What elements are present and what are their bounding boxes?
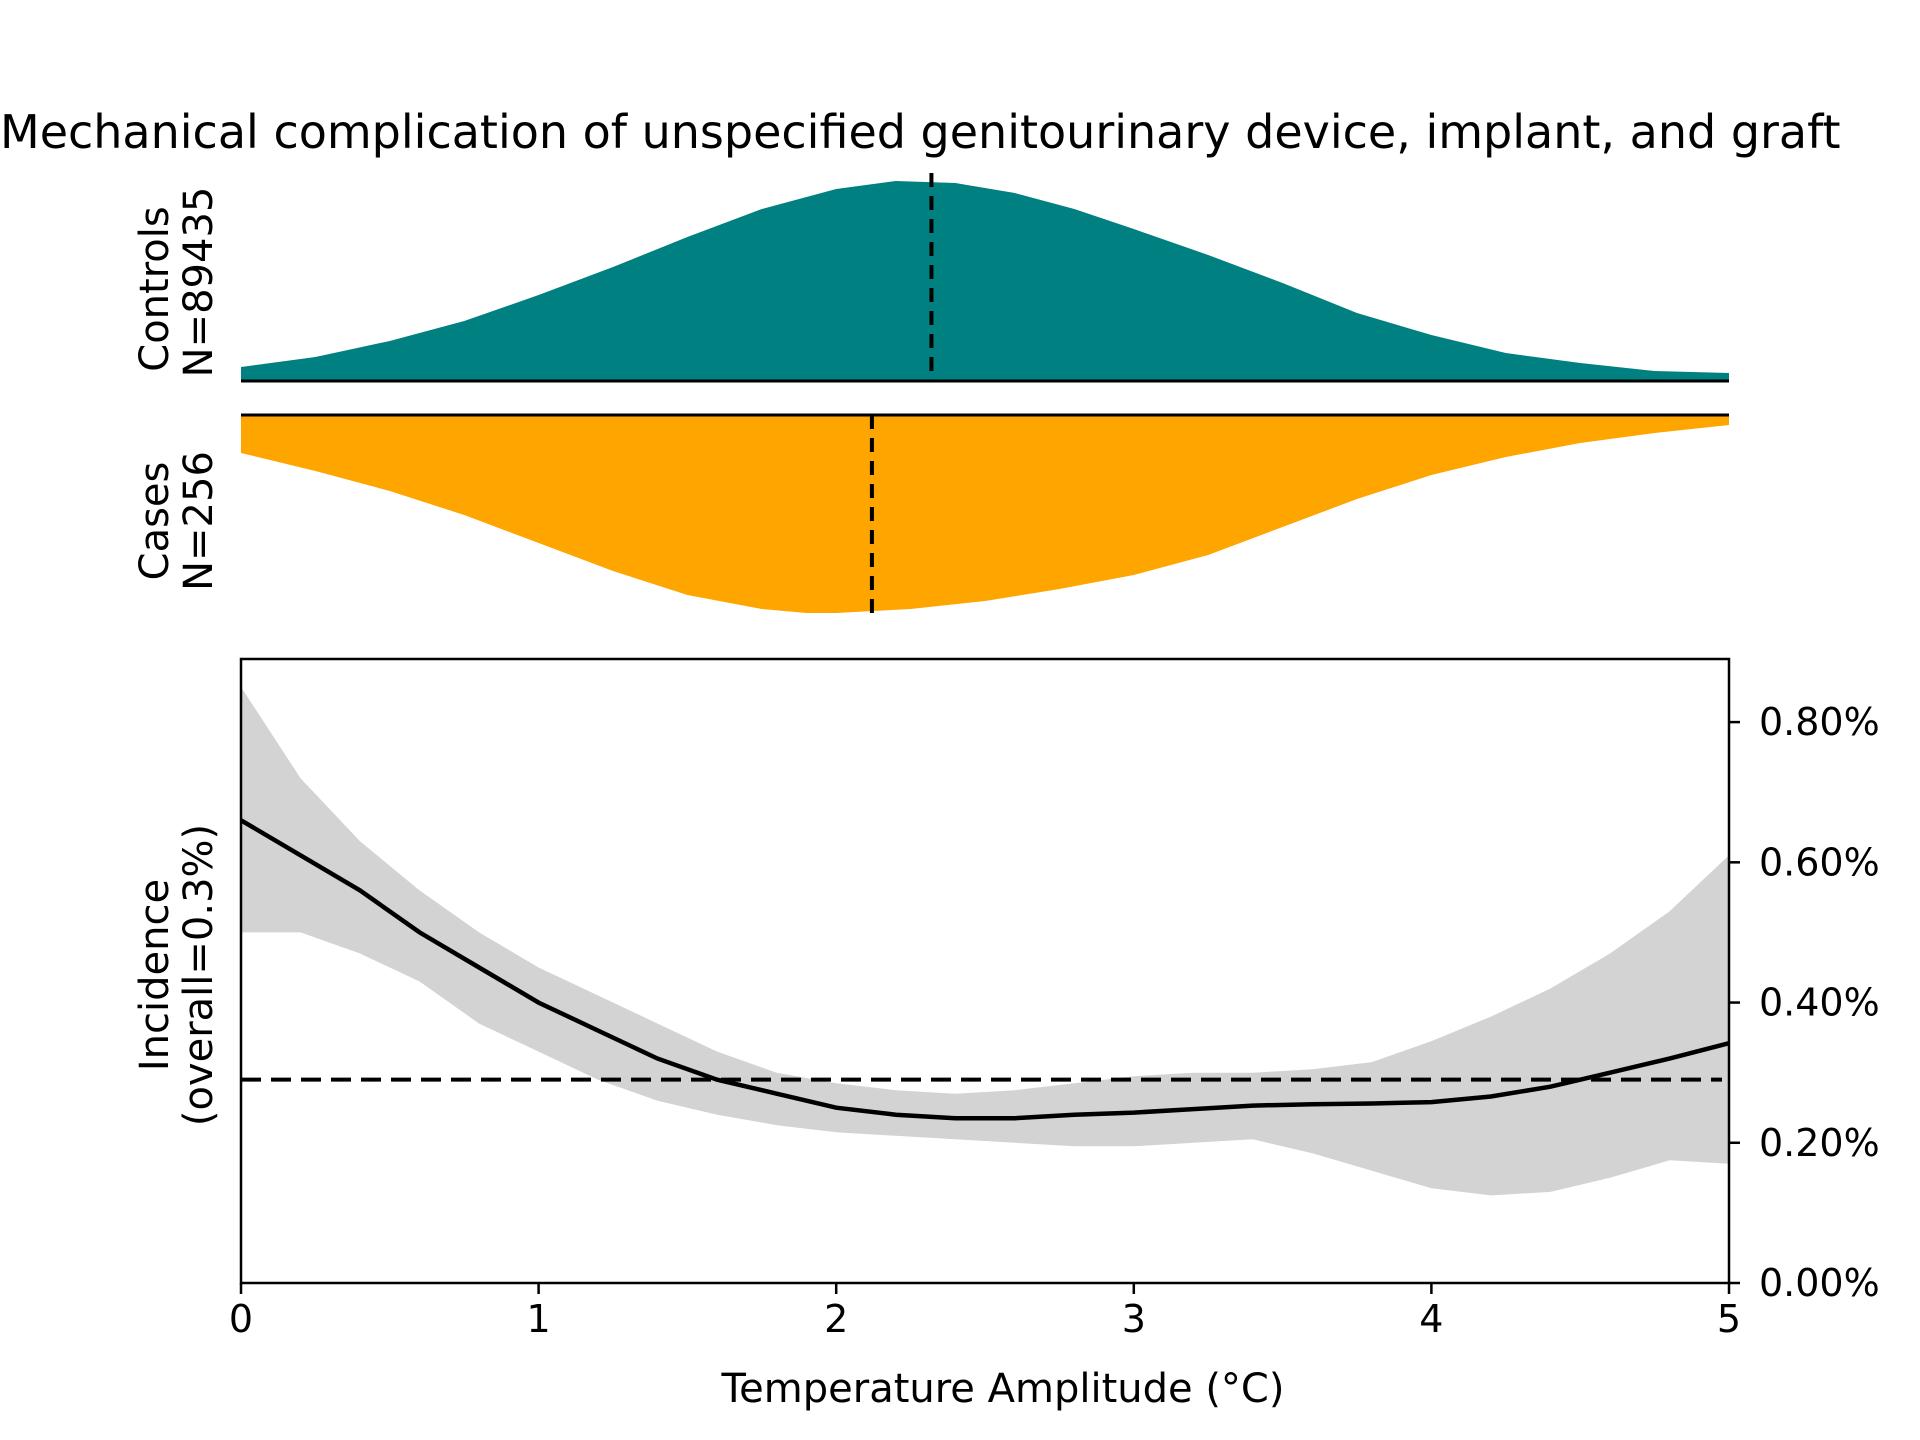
x-tick-label: 1 (527, 1297, 551, 1341)
controls-panel: Controls N=89435 (132, 173, 1729, 383)
incidence-ylabel: Incidence (132, 879, 178, 1071)
y-tick-label: 0.00% (1759, 1261, 1880, 1305)
incidence-ylabel-overall: (overall=0.3%) (176, 824, 222, 1126)
chart-title: Mechanical complication of unspecified g… (0, 105, 1841, 159)
x-axis-label: Temperature Amplitude (°C) (721, 1366, 1285, 1412)
x-tick-label: 5 (1717, 1297, 1741, 1341)
cases-density-area (241, 415, 1729, 613)
y-tick-label: 0.40% (1759, 981, 1880, 1025)
plot-frame (239, 657, 1731, 1285)
y-axis-right: 0.00% 0.20% 0.40% 0.60% 0.80% (1729, 700, 1880, 1305)
x-tick-label: 2 (824, 1297, 848, 1341)
x-tick-label: 3 (1122, 1297, 1146, 1341)
controls-count: N=89435 (176, 187, 222, 378)
incidence-curve (239, 818, 1730, 1121)
x-tick-label: 0 (229, 1297, 253, 1341)
x-axis: 0 1 2 3 4 5 (229, 1283, 1741, 1341)
controls-label: Controls (132, 206, 178, 371)
controls-density-area (241, 181, 1729, 381)
y-tick-label: 0.80% (1759, 700, 1880, 744)
confidence-band (241, 687, 1729, 1196)
x-tick-label: 4 (1419, 1297, 1443, 1341)
cases-label: Cases (132, 462, 178, 581)
y-tick-label: 0.20% (1759, 1121, 1880, 1165)
cases-count: N=256 (176, 451, 222, 591)
y-tick-label: 0.60% (1759, 840, 1880, 884)
cases-panel: Cases N=256 (132, 413, 1729, 622)
incidence-panel: 0 1 2 3 4 5 0.00% 0.20% 0.40% 0.60% 0.80% Inciden… (132, 657, 1880, 1412)
